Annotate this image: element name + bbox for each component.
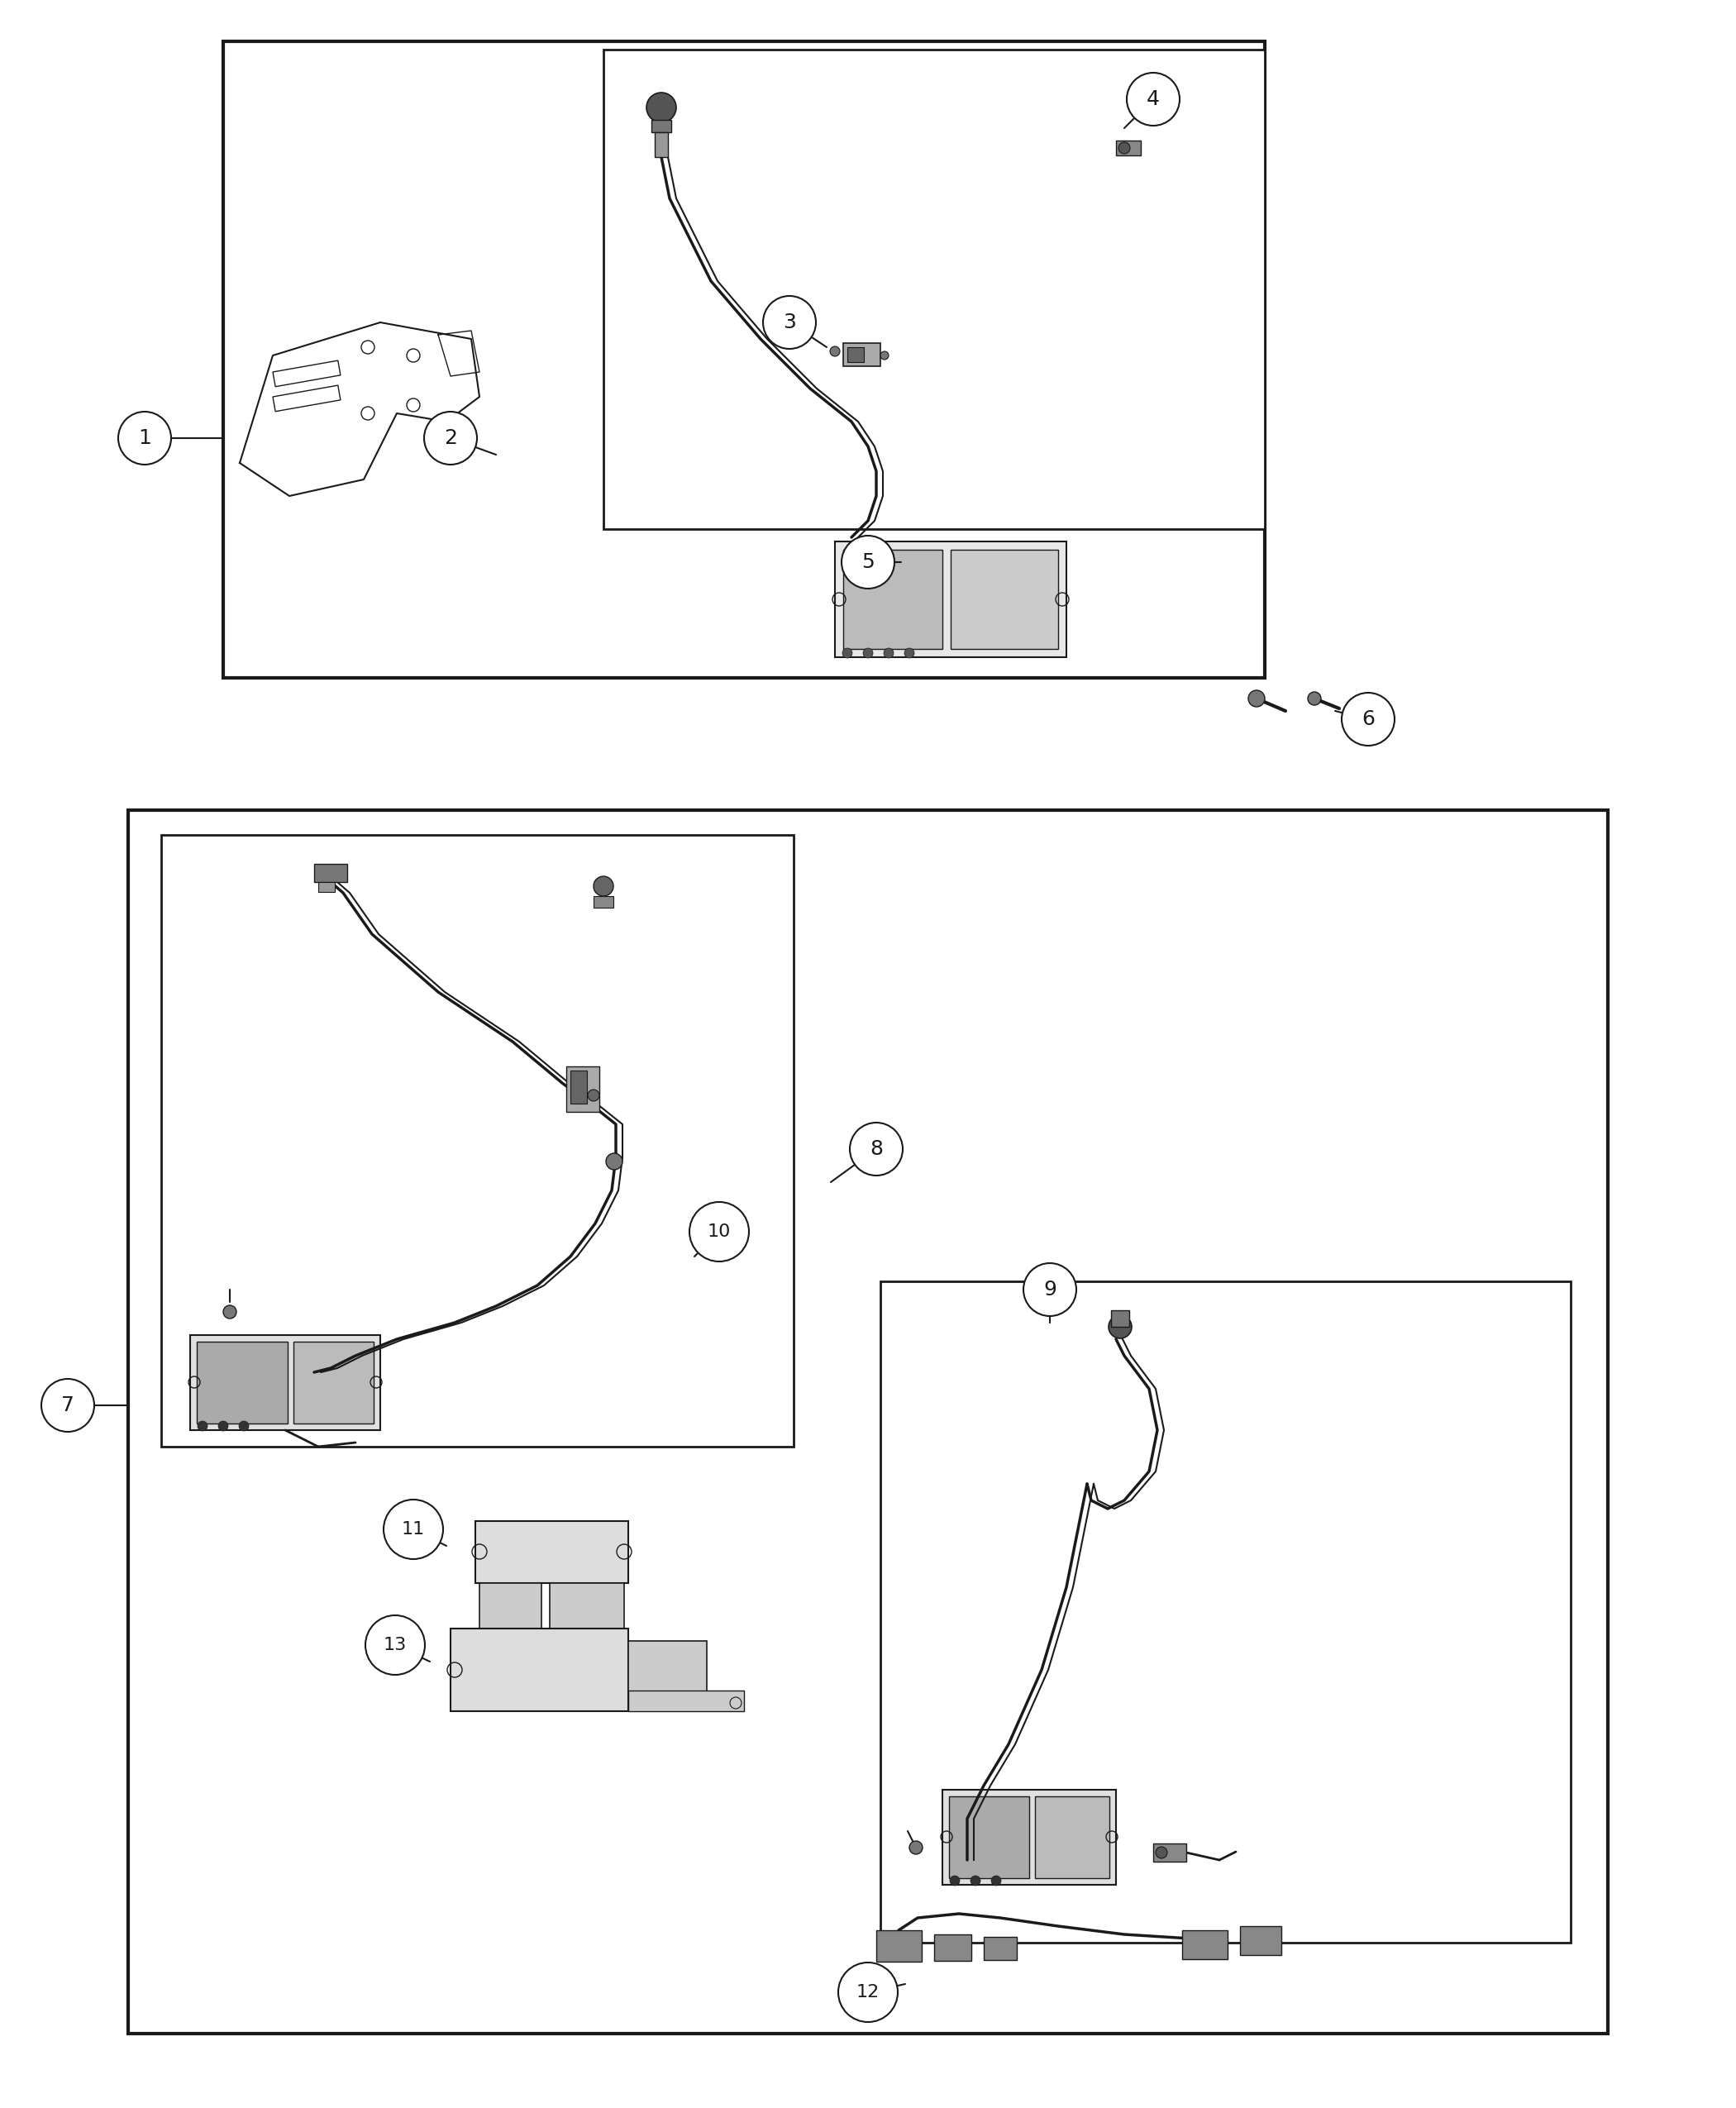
Bar [191, 1334, 380, 1429]
Circle shape [910, 1840, 922, 1855]
Bar [318, 881, 335, 892]
Text: 11: 11 [401, 1522, 425, 1537]
Bar [571, 1071, 587, 1105]
Bar [877, 1931, 922, 1963]
Bar [880, 1282, 1571, 1944]
Bar [1153, 1844, 1186, 1861]
Bar [273, 386, 340, 411]
Circle shape [1109, 1315, 1132, 1339]
Text: 12: 12 [856, 1984, 880, 2000]
Bar [950, 1796, 1029, 1878]
Text: 9: 9 [1043, 1280, 1057, 1299]
Circle shape [1342, 694, 1394, 746]
Circle shape [224, 1305, 236, 1318]
Circle shape [1118, 141, 1130, 154]
Bar [550, 1583, 625, 1636]
Circle shape [646, 93, 677, 122]
Bar [604, 51, 1266, 529]
Circle shape [594, 877, 613, 896]
Circle shape [365, 1615, 425, 1676]
Text: 5: 5 [861, 552, 875, 571]
Circle shape [904, 647, 915, 658]
Circle shape [219, 1421, 227, 1431]
Bar [476, 1522, 628, 1583]
Bar [628, 1691, 745, 1712]
Text: 7: 7 [61, 1395, 75, 1414]
Circle shape [384, 1499, 443, 1560]
Bar [651, 120, 672, 133]
Text: 8: 8 [870, 1138, 884, 1159]
Text: 4: 4 [1146, 89, 1160, 110]
Text: 2: 2 [444, 428, 457, 449]
Circle shape [764, 295, 816, 348]
Circle shape [1307, 691, 1321, 706]
Circle shape [1248, 689, 1266, 706]
Bar [273, 360, 340, 386]
Bar [844, 344, 880, 367]
Bar [479, 1583, 542, 1629]
Text: 13: 13 [384, 1636, 406, 1653]
Bar [1182, 1931, 1227, 1958]
Text: 3: 3 [783, 312, 797, 333]
Circle shape [842, 647, 852, 658]
Circle shape [863, 647, 873, 658]
Text: 1: 1 [139, 428, 151, 449]
Bar [224, 42, 1266, 679]
Bar [594, 896, 613, 909]
Bar [934, 1935, 972, 1960]
Circle shape [1127, 74, 1180, 126]
Circle shape [842, 535, 894, 588]
Circle shape [884, 647, 894, 658]
Circle shape [991, 1876, 1002, 1887]
Circle shape [830, 346, 840, 356]
Circle shape [851, 1124, 903, 1176]
Circle shape [1024, 1263, 1076, 1315]
Circle shape [1156, 1847, 1167, 1859]
Bar [847, 348, 865, 363]
Bar [451, 1629, 628, 1712]
Bar [1116, 141, 1141, 156]
Bar [1111, 1311, 1128, 1326]
Bar [835, 542, 1066, 658]
Bar [984, 1937, 1017, 1960]
Circle shape [118, 411, 172, 464]
Circle shape [240, 1421, 248, 1431]
Circle shape [42, 1379, 94, 1431]
Circle shape [689, 1202, 748, 1261]
Circle shape [838, 1963, 898, 2022]
Bar [1240, 1927, 1281, 1954]
Bar [1035, 1796, 1109, 1878]
Text: 10: 10 [708, 1223, 731, 1240]
Circle shape [970, 1876, 981, 1887]
Circle shape [424, 411, 477, 464]
Bar [654, 133, 668, 158]
Bar [293, 1341, 373, 1423]
Circle shape [880, 352, 889, 360]
Bar [943, 1790, 1116, 1885]
Circle shape [589, 1090, 599, 1100]
Bar [628, 1640, 707, 1695]
Bar [196, 1341, 288, 1423]
Text: 6: 6 [1361, 708, 1375, 729]
Circle shape [950, 1876, 960, 1887]
Bar [951, 550, 1059, 649]
Circle shape [198, 1421, 208, 1431]
Bar [161, 835, 793, 1446]
Bar [314, 864, 347, 881]
Bar [844, 550, 943, 649]
Bar [128, 809, 1608, 2034]
Bar [566, 1067, 599, 1111]
Circle shape [606, 1153, 623, 1170]
